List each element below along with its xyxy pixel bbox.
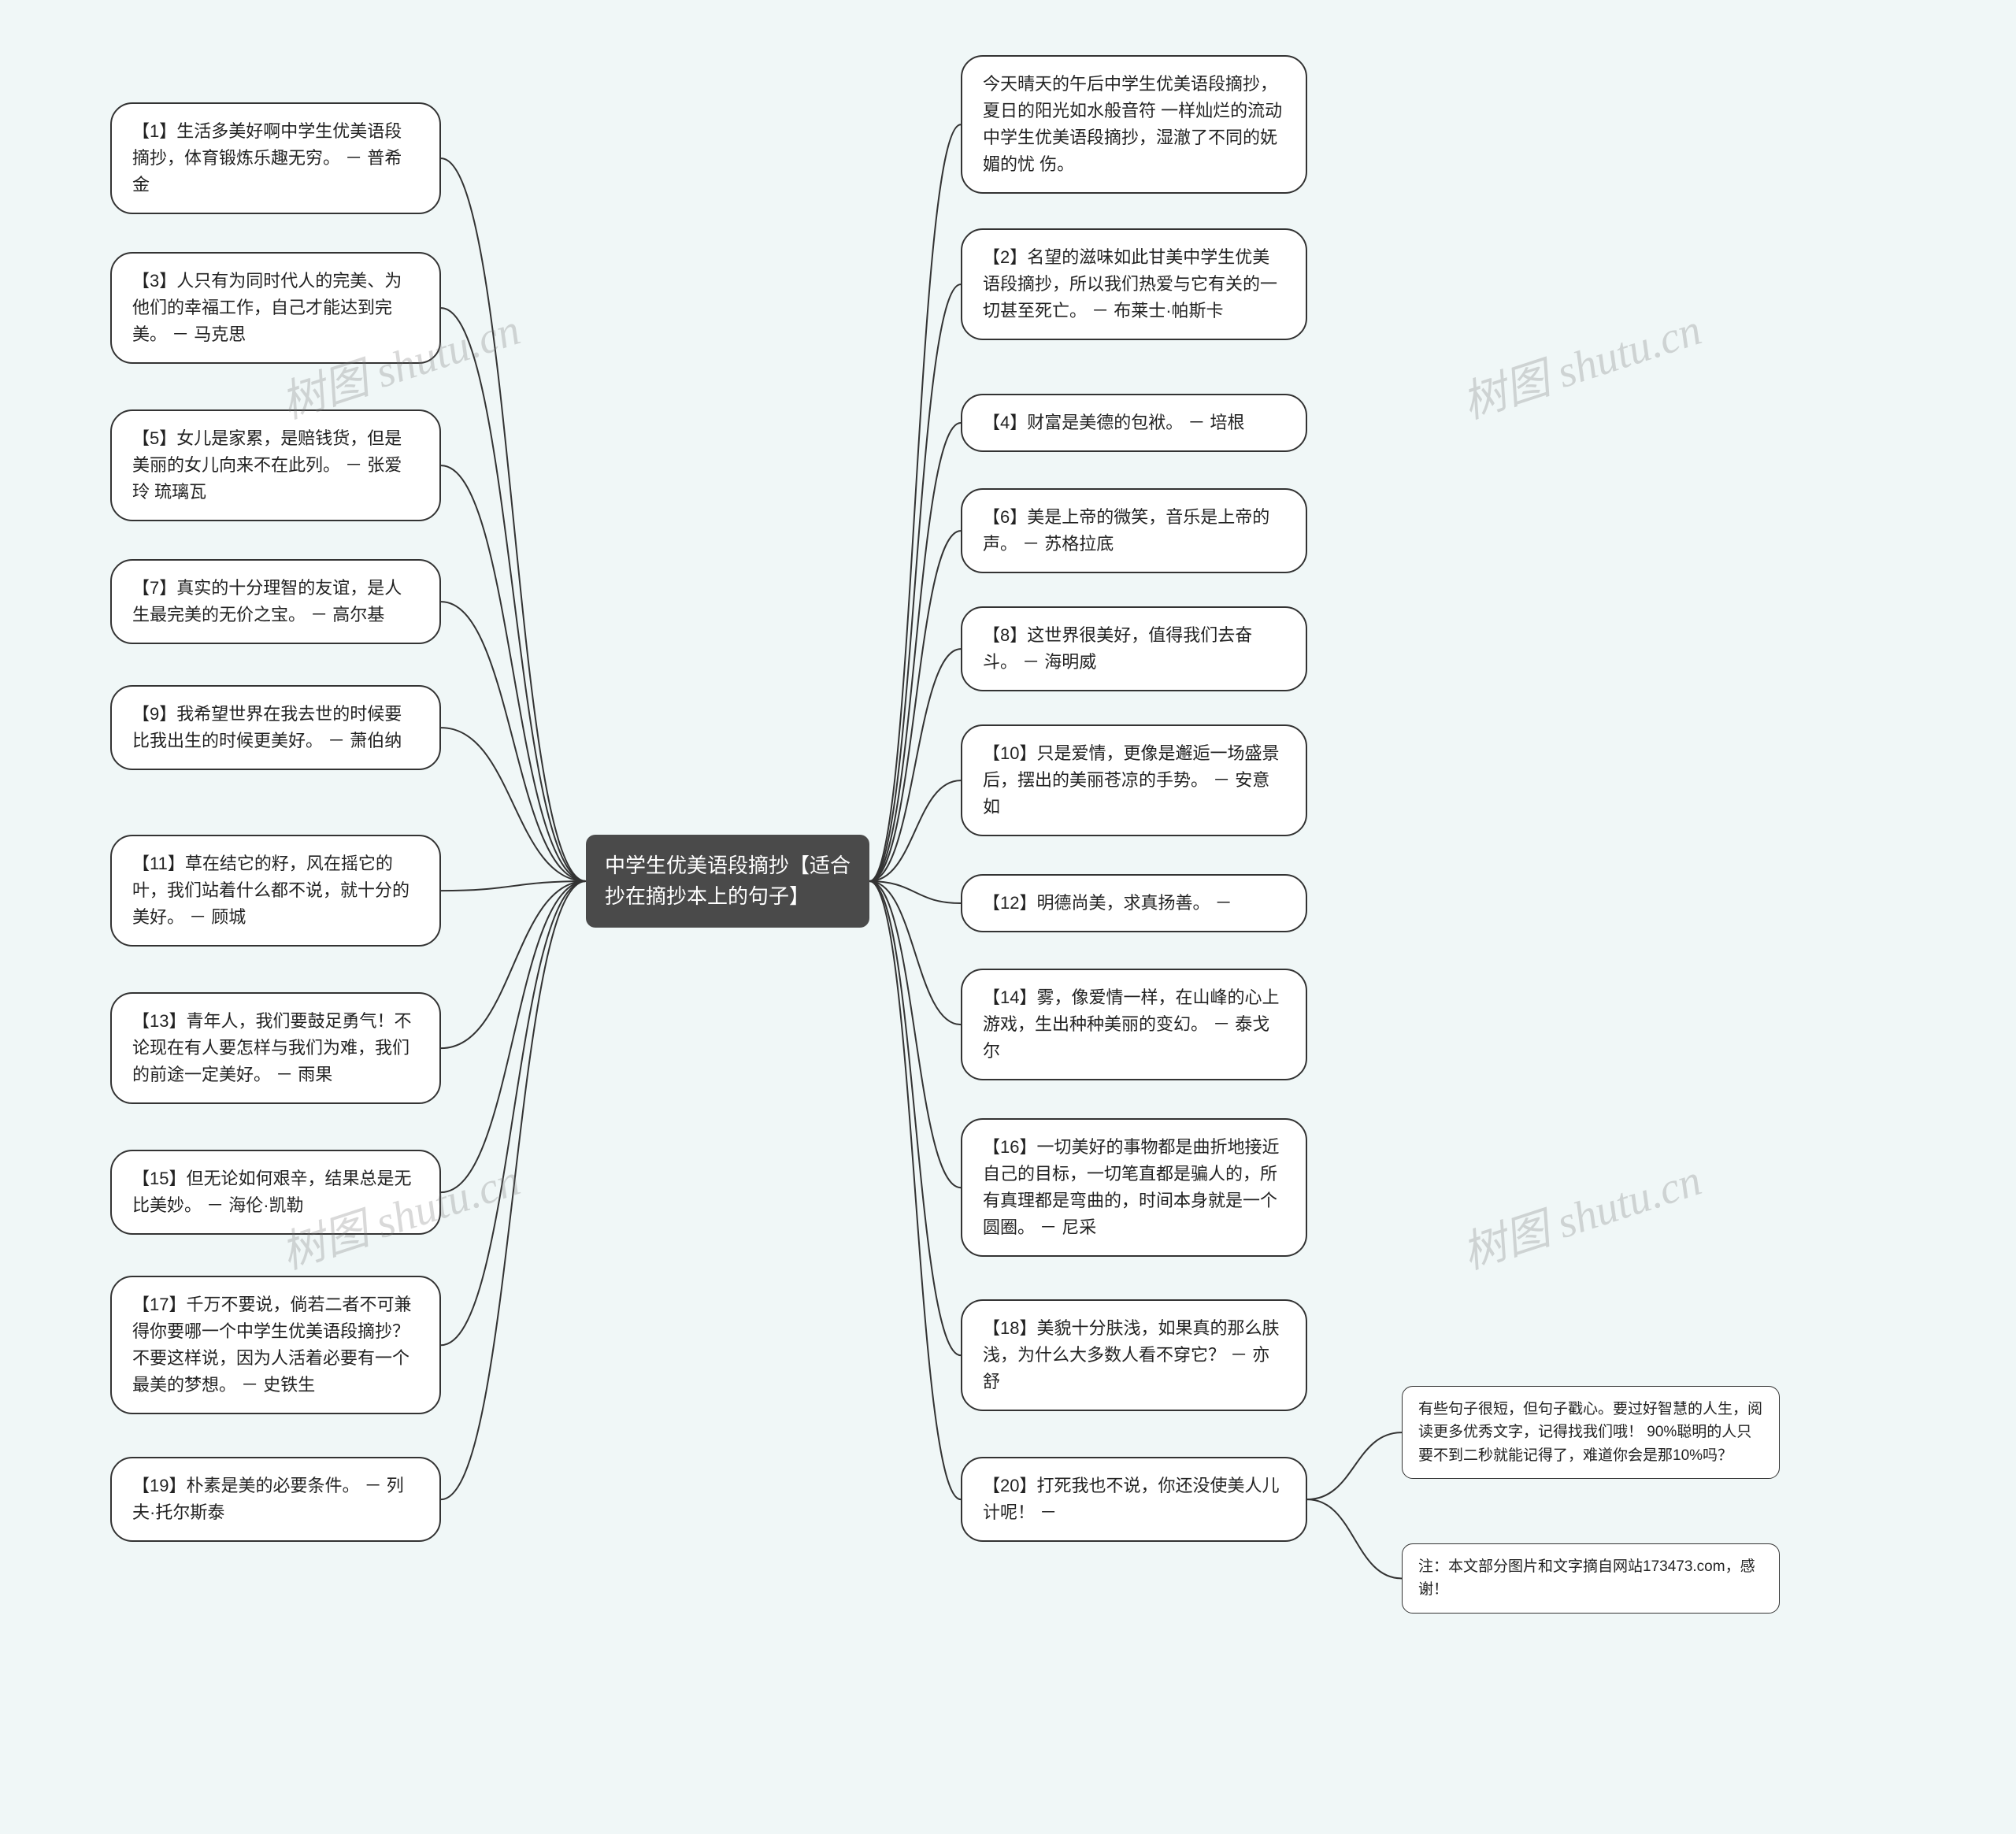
- quote-text: 【7】真实的十分理智的友谊，是人生最完美的无价之宝。 － 高尔基: [132, 578, 402, 624]
- watermark: 树图 shutu.cn: [1453, 1144, 1708, 1281]
- quote-text: 【18】美貌十分肤浅，如果真的那么肤浅，为什么大多数人看不穿它？ － 亦舒: [983, 1318, 1279, 1391]
- footnote-node: 注：本文部分图片和文字摘自网站173473.com，感谢！: [1402, 1543, 1780, 1614]
- quote-node: 【16】一切美好的事物都是曲折地接近自己的目标，一切笔直都是骗人的，所有真理都是…: [961, 1118, 1307, 1257]
- quote-node: 【12】明德尚美，求真扬善。 －: [961, 874, 1307, 932]
- quote-text: 【8】这世界很美好，值得我们去奋斗。 － 海明威: [983, 625, 1252, 672]
- quote-text: 【20】打死我也不说，你还没使美人儿计呢！ －: [983, 1476, 1279, 1522]
- quote-text: 【4】财富是美德的包袱。 － 培根: [983, 413, 1244, 432]
- quote-node: 【7】真实的十分理智的友谊，是人生最完美的无价之宝。 － 高尔基: [110, 559, 441, 644]
- footnote-text: 注：本文部分图片和文字摘自网站173473.com，感谢！: [1418, 1558, 1755, 1598]
- quote-text: 【2】名望的滋味如此甘美中学生优美语段摘抄，所以我们热爱与它有关的一切甚至死亡。…: [983, 247, 1277, 320]
- quote-text: 【14】雾，像爱情一样，在山峰的心上游戏，生出种种美丽的变幻。 － 泰戈尔: [983, 987, 1279, 1061]
- quote-text: 【15】但无论如何艰辛，结果总是无比美妙。 － 海伦·凯勒: [132, 1169, 411, 1215]
- quote-node: 【2】名望的滋味如此甘美中学生优美语段摘抄，所以我们热爱与它有关的一切甚至死亡。…: [961, 228, 1307, 340]
- quote-node: 【3】人只有为同时代人的完美、为他们的幸福工作，自己才能达到完美。 － 马克思: [110, 252, 441, 364]
- quote-text: 【9】我希望世界在我去世的时候要比我出生的时候更美好。 － 萧伯纳: [132, 704, 402, 750]
- quote-node: 【13】青年人，我们要鼓足勇气！不论现在有人要怎样与我们为难，我们的前途一定美好…: [110, 992, 441, 1104]
- quote-node: 【6】美是上帝的微笑，音乐是上帝的声。 － 苏格拉底: [961, 488, 1307, 573]
- watermark: 树图 shutu.cn: [1453, 294, 1708, 431]
- quote-node: 【8】这世界很美好，值得我们去奋斗。 － 海明威: [961, 606, 1307, 691]
- quote-node: 【14】雾，像爱情一样，在山峰的心上游戏，生出种种美丽的变幻。 － 泰戈尔: [961, 969, 1307, 1080]
- quote-node: 【1】生活多美好啊中学生优美语段摘抄，体育锻炼乐趣无穷。 － 普希金: [110, 102, 441, 214]
- quote-node: 今天晴天的午后中学生优美语段摘抄，夏日的阳光如水般音符 一样灿烂的流动中学生优美…: [961, 55, 1307, 194]
- quote-node: 【15】但无论如何艰辛，结果总是无比美妙。 － 海伦·凯勒: [110, 1150, 441, 1235]
- quote-text: 【17】千万不要说，倘若二者不可兼得你要哪一个中学生优美语段摘抄？不要这样说，因…: [132, 1295, 411, 1395]
- quote-text: 【13】青年人，我们要鼓足勇气！不论现在有人要怎样与我们为难，我们的前途一定美好…: [132, 1011, 411, 1084]
- quote-text: 【11】草在结它的籽，风在摇它的叶，我们站着什么都不说，就十分的美好。 － 顾城: [132, 854, 410, 927]
- quote-node: 【5】女儿是家累，是赔钱货，但是美丽的女儿向来不在此列。 － 张爱玲 琉璃瓦: [110, 409, 441, 521]
- quote-node: 【11】草在结它的籽，风在摇它的叶，我们站着什么都不说，就十分的美好。 － 顾城: [110, 835, 441, 947]
- quote-text: 【5】女儿是家累，是赔钱货，但是美丽的女儿向来不在此列。 － 张爱玲 琉璃瓦: [132, 428, 402, 502]
- quote-node: 【9】我希望世界在我去世的时候要比我出生的时候更美好。 － 萧伯纳: [110, 685, 441, 770]
- quote-node: 【19】朴素是美的必要条件。 － 列夫·托尔斯泰: [110, 1457, 441, 1542]
- quote-text: 【6】美是上帝的微笑，音乐是上帝的声。 － 苏格拉底: [983, 507, 1269, 554]
- quote-text: 【10】只是爱情，更像是邂逅一场盛景后，摆出的美丽苍凉的手势。 － 安意如: [983, 743, 1279, 817]
- quote-node: 【20】打死我也不说，你还没使美人儿计呢！ －: [961, 1457, 1307, 1542]
- center-text: 中学生优美语段摘抄【适合抄在摘抄本上的句子】: [605, 854, 850, 908]
- quote-text: 【19】朴素是美的必要条件。 － 列夫·托尔斯泰: [132, 1476, 404, 1522]
- footnote-node: 有些句子很短，但句子戳心。要过好智慧的人生，阅读更多优秀文字，记得找我们哦！ 9…: [1402, 1386, 1780, 1479]
- footnote-text: 有些句子很短，但句子戳心。要过好智慧的人生，阅读更多优秀文字，记得找我们哦！ 9…: [1418, 1401, 1762, 1464]
- quote-node: 【18】美貌十分肤浅，如果真的那么肤浅，为什么大多数人看不穿它？ － 亦舒: [961, 1299, 1307, 1411]
- quote-text: 【3】人只有为同时代人的完美、为他们的幸福工作，自己才能达到完美。 － 马克思: [132, 271, 402, 344]
- center-topic: 中学生优美语段摘抄【适合抄在摘抄本上的句子】: [586, 835, 869, 928]
- quote-node: 【10】只是爱情，更像是邂逅一场盛景后，摆出的美丽苍凉的手势。 － 安意如: [961, 724, 1307, 836]
- quote-text: 【16】一切美好的事物都是曲折地接近自己的目标，一切笔直都是骗人的，所有真理都是…: [983, 1137, 1279, 1237]
- mindmap-canvas: 中学生优美语段摘抄【适合抄在摘抄本上的句子】 【1】生活多美好啊中学生优美语段摘…: [0, 0, 2016, 1834]
- quote-node: 【4】财富是美德的包袱。 － 培根: [961, 394, 1307, 452]
- quote-text: 【12】明德尚美，求真扬善。 －: [983, 893, 1232, 913]
- quote-node: 【17】千万不要说，倘若二者不可兼得你要哪一个中学生优美语段摘抄？不要这样说，因…: [110, 1276, 441, 1414]
- quote-text: 【1】生活多美好啊中学生优美语段摘抄，体育锻炼乐趣无穷。 － 普希金: [132, 121, 402, 195]
- quote-text: 今天晴天的午后中学生优美语段摘抄，夏日的阳光如水般音符 一样灿烂的流动中学生优美…: [983, 74, 1282, 174]
